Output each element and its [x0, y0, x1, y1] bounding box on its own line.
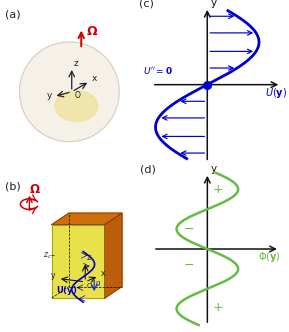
- Text: z: z: [86, 253, 90, 262]
- Text: $\mathbf{\Omega}$: $\mathbf{\Omega}$: [86, 25, 99, 38]
- Text: $U(\mathbf{y})$: $U(\mathbf{y})$: [264, 86, 287, 100]
- Polygon shape: [105, 213, 122, 298]
- Text: $\Phi(\mathbf{y})$: $\Phi(\mathbf{y})$: [257, 250, 280, 264]
- Text: (c): (c): [139, 0, 154, 8]
- Text: z: z: [74, 59, 78, 68]
- Polygon shape: [52, 213, 122, 224]
- Text: $U'' = \mathbf{0}$: $U'' = \mathbf{0}$: [142, 65, 172, 76]
- Text: x: x: [101, 269, 105, 278]
- Text: y: y: [211, 164, 217, 174]
- Text: −: −: [184, 223, 194, 236]
- Polygon shape: [52, 224, 105, 298]
- Text: x: x: [92, 74, 97, 83]
- Text: O: O: [75, 91, 80, 100]
- Text: g: g: [95, 280, 100, 286]
- Text: $\mathbf{U(y)}$: $\mathbf{U(y)}$: [56, 284, 77, 297]
- Text: O: O: [87, 283, 92, 289]
- Circle shape: [20, 42, 119, 142]
- Ellipse shape: [55, 91, 98, 122]
- Text: y: y: [47, 91, 52, 100]
- Text: +: +: [213, 300, 223, 313]
- Text: (a): (a): [5, 9, 21, 19]
- Text: (b): (b): [5, 181, 21, 191]
- Text: y: y: [211, 0, 217, 8]
- Text: +: +: [213, 183, 223, 196]
- Text: −: −: [184, 259, 194, 272]
- Text: (d): (d): [140, 164, 156, 174]
- Text: $z_c$: $z_c$: [43, 250, 52, 261]
- Text: $\mathbf{\Omega}$: $\mathbf{\Omega}$: [29, 183, 41, 196]
- Text: y: y: [51, 271, 55, 280]
